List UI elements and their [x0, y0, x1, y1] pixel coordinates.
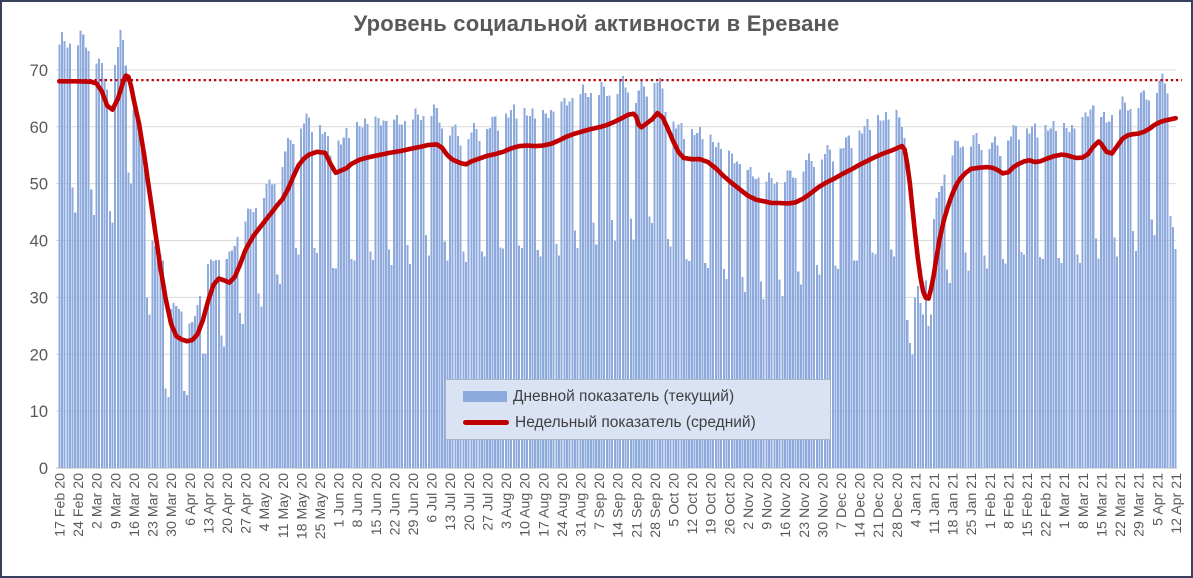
svg-text:15 Mar 21: 15 Mar 21	[1094, 473, 1110, 537]
svg-text:30 Nov 20: 30 Nov 20	[815, 473, 831, 538]
svg-text:0: 0	[39, 460, 48, 478]
legend-item-daily: Дневной показатель (текущий)	[463, 385, 830, 408]
svg-text:20: 20	[30, 346, 48, 364]
svg-text:8 Jun 20: 8 Jun 20	[350, 473, 366, 528]
x-axis-labels: 17 Feb 20 24 Feb 20 2 Mar 20 9 Mar 20 16 Mar…	[53, 473, 1185, 539]
svg-text:25 Jan 21: 25 Jan 21	[964, 473, 980, 535]
svg-text:5 Oct 20: 5 Oct 20	[667, 473, 683, 527]
svg-text:13 Apr 20: 13 Apr 20	[201, 473, 217, 534]
svg-text:50: 50	[30, 176, 48, 194]
svg-text:6 Jul 20: 6 Jul 20	[425, 473, 441, 523]
svg-text:30 Mar 20: 30 Mar 20	[164, 473, 180, 537]
legend-item-weekly: Недельный показатель (средний)	[463, 411, 830, 434]
svg-text:10 Aug 20: 10 Aug 20	[518, 473, 534, 537]
svg-text:7 Sep 20: 7 Sep 20	[592, 473, 608, 530]
svg-text:2 Nov 20: 2 Nov 20	[741, 473, 757, 530]
svg-text:25 May 20: 25 May 20	[313, 473, 329, 539]
svg-text:5 Apr 21: 5 Apr 21	[1150, 473, 1166, 526]
svg-text:10: 10	[30, 403, 48, 421]
svg-text:15 Feb 21: 15 Feb 21	[1020, 473, 1036, 537]
svg-text:21 Sep 20: 21 Sep 20	[629, 473, 645, 538]
svg-text:18 Jan 21: 18 Jan 21	[946, 473, 962, 535]
svg-text:28 Dec 20: 28 Dec 20	[890, 473, 906, 538]
svg-text:27 Jul 20: 27 Jul 20	[481, 473, 497, 531]
svg-text:1 Jun 20: 1 Jun 20	[332, 473, 348, 528]
svg-text:14 Sep 20: 14 Sep 20	[611, 473, 627, 538]
svg-text:17 Aug 20: 17 Aug 20	[536, 473, 552, 537]
svg-text:16 Mar 20: 16 Mar 20	[127, 473, 143, 537]
svg-text:24 Feb 20: 24 Feb 20	[71, 473, 87, 537]
svg-text:20 Jul 20: 20 Jul 20	[462, 473, 478, 531]
svg-text:11 Jan 21: 11 Jan 21	[927, 473, 943, 534]
svg-text:23 Nov 20: 23 Nov 20	[797, 473, 813, 538]
svg-text:15 Jun 20: 15 Jun 20	[369, 473, 385, 535]
svg-text:18 May 20: 18 May 20	[294, 473, 310, 539]
svg-text:1 Mar 21: 1 Mar 21	[1057, 473, 1073, 529]
svg-text:1 Feb 21: 1 Feb 21	[983, 473, 999, 529]
svg-text:27 Apr 20: 27 Apr 20	[239, 473, 255, 534]
svg-text:3 Aug 20: 3 Aug 20	[499, 473, 515, 529]
svg-text:23 Mar 20: 23 Mar 20	[146, 473, 162, 537]
line-series-swatch-icon	[463, 420, 509, 425]
svg-text:8 Feb 21: 8 Feb 21	[1001, 473, 1017, 529]
svg-text:28 Sep 20: 28 Sep 20	[648, 473, 664, 538]
svg-text:22 Feb 21: 22 Feb 21	[1039, 473, 1055, 537]
svg-text:4 Jan 21: 4 Jan 21	[908, 473, 924, 528]
svg-text:60: 60	[30, 119, 48, 137]
svg-text:9 Mar 20: 9 Mar 20	[108, 473, 124, 529]
svg-text:19 Oct 20: 19 Oct 20	[704, 473, 720, 535]
svg-text:17 Feb 20: 17 Feb 20	[53, 473, 69, 537]
svg-text:29 Mar 21: 29 Mar 21	[1132, 473, 1148, 537]
legend-label-weekly: Недельный показатель (средний)	[515, 413, 756, 431]
svg-text:7 Dec 20: 7 Dec 20	[834, 473, 850, 530]
svg-text:6 Apr 20: 6 Apr 20	[183, 473, 199, 526]
svg-text:22 Jun 20: 22 Jun 20	[387, 473, 403, 535]
svg-text:8 Mar 21: 8 Mar 21	[1076, 473, 1092, 529]
svg-text:40: 40	[30, 233, 48, 251]
bar-series-swatch-icon	[463, 391, 507, 402]
svg-text:24 Aug 20: 24 Aug 20	[555, 473, 571, 537]
legend-label-daily: Дневной показатель (текущий)	[513, 387, 735, 405]
svg-text:70: 70	[30, 62, 48, 80]
svg-text:11 May 20: 11 May 20	[276, 473, 292, 538]
svg-text:22 Mar 21: 22 Mar 21	[1113, 473, 1129, 537]
svg-text:13 Jul 20: 13 Jul 20	[443, 473, 459, 531]
svg-text:12 Apr 21: 12 Apr 21	[1169, 473, 1185, 534]
svg-text:4 May 20: 4 May 20	[257, 473, 273, 531]
chart-legend: Дневной показатель (текущий) Недельный п…	[445, 379, 831, 440]
svg-text:2 Mar 20: 2 Mar 20	[90, 473, 106, 529]
svg-text:12 Oct 20: 12 Oct 20	[685, 473, 701, 535]
svg-text:21 Dec 20: 21 Dec 20	[871, 473, 887, 538]
svg-text:30: 30	[30, 289, 48, 307]
svg-text:26 Oct 20: 26 Oct 20	[722, 473, 738, 535]
svg-text:31 Aug 20: 31 Aug 20	[574, 473, 590, 537]
svg-text:9 Nov 20: 9 Nov 20	[760, 473, 776, 530]
weekly-average-line	[56, 73, 1178, 344]
daily-bars	[58, 29, 1177, 469]
chart-title: Уровень социальной активности в Ереване	[353, 11, 840, 36]
svg-text:20 Apr 20: 20 Apr 20	[220, 473, 236, 534]
svg-text:29 Jun 20: 29 Jun 20	[406, 473, 422, 535]
y-axis-labels: 0 10 20 30 40 50 60 70	[30, 62, 48, 478]
svg-text:16 Nov 20: 16 Nov 20	[778, 473, 794, 538]
svg-text:14 Dec 20: 14 Dec 20	[853, 473, 869, 538]
